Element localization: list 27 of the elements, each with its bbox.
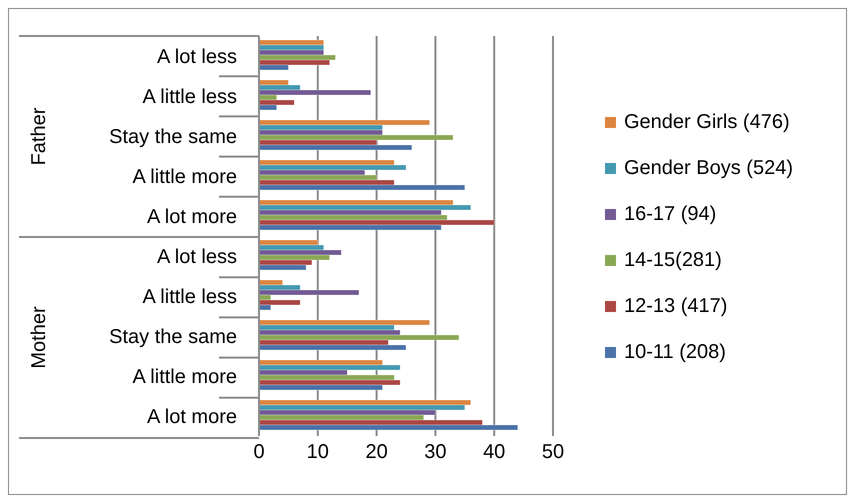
text: Mother [28,306,50,369]
y-tick-label: A little more [132,366,237,388]
bar [259,40,324,46]
legend-label: 14-15(281) [624,248,722,272]
y-tick-label: A lot more [146,206,237,228]
y-tick-label: A little less [142,286,237,308]
x-tick-label: 50 [542,441,564,464]
y-tick-label: A lot more [146,406,237,428]
y-tick-label: A little less [142,86,237,108]
y-tick-label: A lot less [156,246,237,268]
x-tick-label: 30 [424,441,447,464]
bar [259,120,430,126]
legend-label: 12-13 (417) [624,294,728,318]
x-tick-label: 10 [306,441,329,464]
legend-label: 10-11 (208) [624,340,726,364]
legend-label: Gender Boys (524) [624,156,793,180]
y-tick-label: A lot less [156,46,237,68]
x-tick-label: 40 [483,441,506,464]
y-tick-label: A little more [132,166,237,188]
text: Father [28,107,50,166]
legend-label: Gender Girls (476) [624,110,790,134]
legend-label: 16-17 (94) [624,202,716,226]
x-tick-label: 0 [253,441,265,464]
bar [259,320,430,326]
x-tick-label: 20 [365,441,388,464]
y-tick-label: Stay the same [109,326,237,348]
y-tick-label: Stay the same [109,126,237,148]
